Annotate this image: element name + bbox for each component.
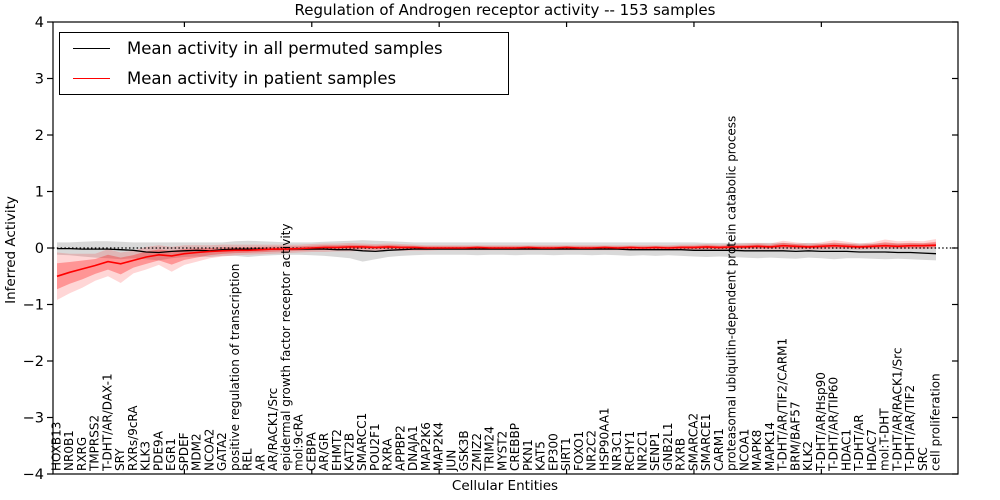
x-tick-label: CARM1 bbox=[712, 428, 726, 471]
legend-label: Mean activity in patient samples bbox=[127, 68, 397, 88]
x-tick-label: CEBPA bbox=[304, 431, 318, 471]
x-tick-label: proteasomal ubiquitin-dependent protein … bbox=[725, 116, 739, 471]
x-tick-label: T-DHT/AR bbox=[852, 414, 866, 472]
x-tick-label: MAP2K6 bbox=[419, 422, 433, 471]
chart-title: Regulation of Androgen receptor activity… bbox=[294, 1, 716, 19]
y-tick-label: −3 bbox=[23, 411, 44, 427]
x-tick-label: KLK3 bbox=[139, 441, 153, 471]
y-axis-label: Inferred Activity bbox=[3, 196, 19, 304]
y-tick-label: −4 bbox=[23, 467, 44, 483]
x-tick-label: NR2C1 bbox=[636, 430, 650, 471]
x-tick-label: MYST2 bbox=[495, 431, 509, 471]
x-tick-label: BRM/BAF57 bbox=[788, 401, 802, 471]
x-tick-label: T-DHT/AR/TIP60 bbox=[827, 377, 841, 472]
x-tick-label: SMARCC1 bbox=[355, 413, 369, 471]
y-tick-label: 0 bbox=[35, 241, 44, 257]
x-tick-label: mol:T-DHT bbox=[878, 408, 892, 471]
x-tick-label: HOXB13 bbox=[50, 422, 64, 471]
x-tick-label: SRY bbox=[113, 448, 127, 471]
x-tick-label: NR3C1 bbox=[610, 430, 624, 471]
x-tick-label: GNB2L1 bbox=[661, 423, 675, 471]
series-line-permuted bbox=[57, 247, 937, 255]
legend-item-patient: Mean activity in patient samples bbox=[60, 64, 508, 92]
y-tick-label: 3 bbox=[35, 72, 44, 88]
x-tick-label: AR/RACK1/Src bbox=[266, 388, 280, 471]
x-tick-label: FOXO1 bbox=[572, 431, 586, 471]
x-tick-label: EGR1 bbox=[164, 438, 178, 471]
x-tick-label: KAT2B bbox=[343, 433, 357, 471]
x-tick-label: T-DHT/AR/Hsp90 bbox=[814, 372, 828, 472]
x-tick-label: NCOA2 bbox=[202, 429, 216, 471]
x-tick-label: epidermal growth factor receptor activit… bbox=[279, 224, 293, 471]
x-tick-label: RXRs/9cRA bbox=[126, 405, 140, 471]
x-tick-label: MAPK14 bbox=[763, 422, 777, 471]
x-tick-label: T-DHT/AR/DAX-1 bbox=[101, 373, 115, 472]
x-tick-label: SPDEF bbox=[177, 432, 191, 471]
x-tick-label: NCOA1 bbox=[737, 429, 751, 471]
x-tick-label: NR2C2 bbox=[585, 430, 599, 471]
x-tick-label: AR bbox=[253, 454, 267, 471]
band-permuted-0 bbox=[57, 240, 936, 262]
legend-item-permuted: Mean activity in all permuted samples bbox=[60, 35, 508, 63]
permuted-line-swatch bbox=[73, 48, 110, 50]
legend-label: Mean activity in all permuted samples bbox=[127, 39, 443, 59]
x-tick-label: KLK2 bbox=[801, 441, 815, 471]
x-tick-label: TMPRSS2 bbox=[88, 415, 102, 472]
x-tick-label: HSP90AA1 bbox=[597, 407, 611, 471]
series-line-patient bbox=[56, 244, 937, 278]
x-tick-label: positive regulation of transcription bbox=[228, 264, 242, 471]
band-patient-0 bbox=[57, 239, 936, 300]
x-tick-label: RXRG bbox=[75, 437, 89, 471]
x-tick-label: MAPK8 bbox=[750, 430, 764, 471]
y-tick-label: 2 bbox=[35, 128, 44, 144]
x-tick-label: MAP2K4 bbox=[432, 422, 446, 471]
x-tick-label: JUN bbox=[444, 450, 458, 472]
x-tick-label: SMARCA2 bbox=[687, 413, 701, 471]
x-tick-label: REL bbox=[241, 448, 255, 471]
x-tick-label: HDAC1 bbox=[839, 429, 853, 471]
x-axis-label: Cellular Entities bbox=[451, 478, 559, 494]
x-tick-label: mol:9cRA bbox=[292, 414, 306, 471]
x-tick-label: ZMIZ2 bbox=[470, 433, 484, 471]
x-tick-label: T-DHT/AR/TIF2/CARM1 bbox=[776, 338, 790, 472]
x-tick-label: AR/GR bbox=[317, 433, 331, 471]
y-tick-label: 1 bbox=[35, 185, 44, 201]
x-tick-label: RXRA bbox=[381, 438, 395, 471]
x-tick-label: SRC bbox=[916, 447, 930, 471]
x-tick-label: POU2F1 bbox=[368, 423, 382, 471]
x-tick-label: KAT5 bbox=[534, 441, 548, 471]
x-tick-label: RCHY1 bbox=[623, 431, 637, 471]
x-tick-label: PDE9A bbox=[151, 430, 165, 471]
x-tick-label: EHMT2 bbox=[330, 429, 344, 471]
y-tick-label: −1 bbox=[23, 298, 44, 314]
x-tick-label: cell proliferation bbox=[929, 373, 943, 471]
x-tick-label: EP300 bbox=[546, 433, 560, 471]
x-tick-label: RXRB bbox=[674, 438, 688, 471]
legend: Mean activity in all permuted samples Me… bbox=[59, 32, 509, 95]
x-tick-label: SIRT1 bbox=[559, 437, 573, 471]
patient-line-swatch bbox=[73, 77, 110, 79]
x-tick-label: DNAJA1 bbox=[406, 425, 420, 471]
x-tick-label: SENP1 bbox=[648, 432, 662, 471]
x-tick-label: NR0B1 bbox=[62, 430, 76, 471]
x-tick-label: PKN1 bbox=[521, 439, 535, 471]
x-tick-label: MDM2 bbox=[190, 433, 204, 471]
x-tick-label: T-DHT/AR/RACK1/Src bbox=[890, 348, 904, 472]
x-tick-label: TRIM24 bbox=[483, 426, 497, 472]
x-tick-label: GSK3B bbox=[457, 430, 471, 471]
x-tick-label: GATA2 bbox=[215, 432, 229, 471]
x-tick-label: APPBP2 bbox=[394, 425, 408, 471]
x-tick-label: T-DHT/AR/TIF2 bbox=[903, 385, 917, 472]
x-tick-label: HDAC7 bbox=[865, 429, 879, 471]
x-tick-label: CREBBP bbox=[508, 423, 522, 471]
y-tick-label: −2 bbox=[23, 354, 44, 370]
x-tick-label: SMARCE1 bbox=[699, 413, 713, 471]
y-tick-label: 4 bbox=[35, 15, 44, 31]
